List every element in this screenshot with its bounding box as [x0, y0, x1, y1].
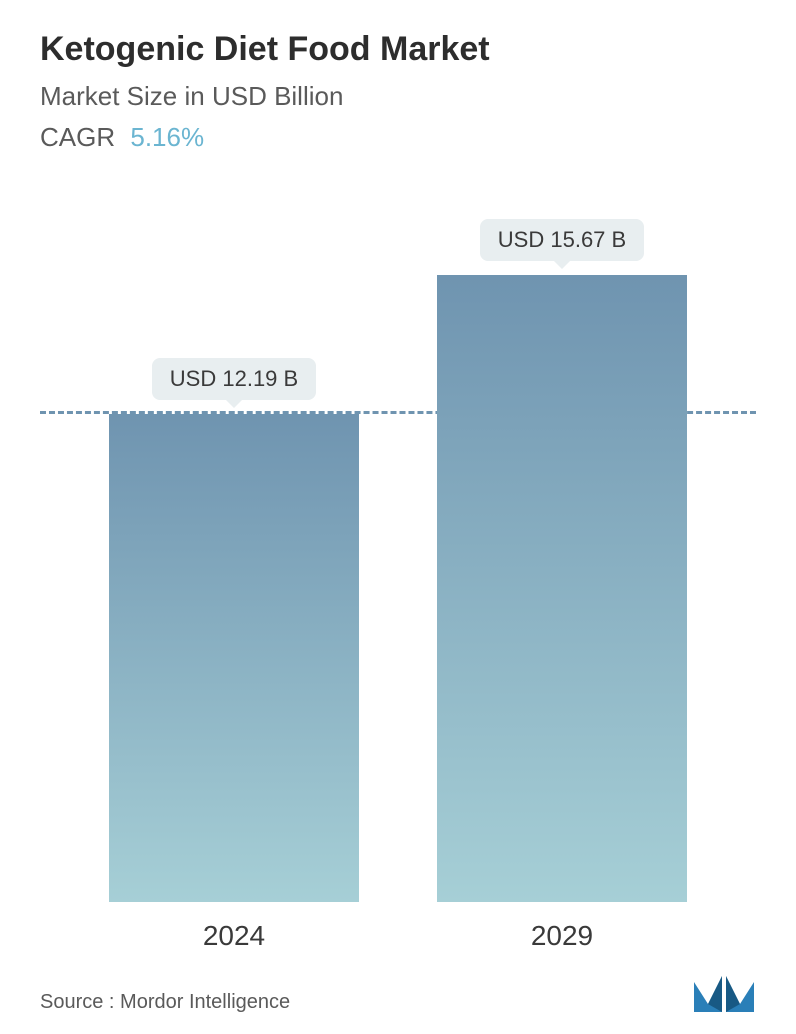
bar-fill-1 — [437, 275, 687, 902]
bar-1 — [437, 275, 687, 902]
bar-0 — [109, 414, 359, 902]
x-axis-labels: 2024 2029 — [40, 920, 756, 952]
cagr-row: CAGR 5.16% — [40, 122, 756, 153]
x-axis-label-1: 2029 — [437, 920, 687, 952]
value-pill-0: USD 12.19 B — [152, 358, 316, 400]
source-text: Source : Mordor Intelligence — [40, 991, 290, 1014]
bar-fill-0 — [109, 414, 359, 902]
footer: Source : Mordor Intelligence — [40, 962, 756, 1014]
value-pill-1: USD 15.67 B — [480, 219, 644, 261]
bar-column-1: USD 15.67 B — [437, 219, 687, 902]
cagr-value: 5.16% — [130, 122, 204, 152]
brand-logo-icon — [692, 972, 756, 1014]
chart-subtitle: Market Size in USD Billion — [40, 81, 756, 112]
bar-column-0: USD 12.19 B — [109, 358, 359, 902]
chart-plot-area: USD 12.19 B USD 15.67 B 2024 2029 — [40, 193, 756, 962]
chart-container: Ketogenic Diet Food Market Market Size i… — [0, 0, 796, 1034]
cagr-label: CAGR — [40, 122, 115, 152]
bars-wrapper: USD 12.19 B USD 15.67 B — [40, 242, 756, 902]
x-axis-label-0: 2024 — [109, 920, 359, 952]
chart-title: Ketogenic Diet Food Market — [40, 30, 756, 69]
